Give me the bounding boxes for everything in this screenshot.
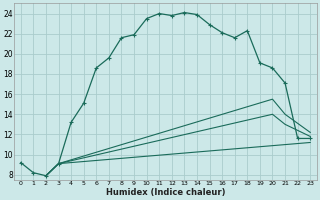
X-axis label: Humidex (Indice chaleur): Humidex (Indice chaleur) [106,188,225,197]
